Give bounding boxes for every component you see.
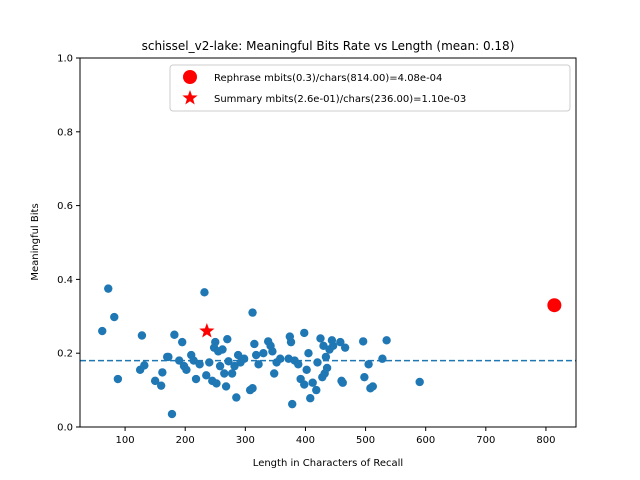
- data-point: [364, 360, 373, 369]
- x-tick-label: 700: [476, 435, 495, 446]
- data-point: [137, 331, 147, 340]
- data-point: [286, 337, 296, 347]
- data-point: [104, 284, 113, 293]
- data-point: [328, 341, 338, 351]
- data-point: [170, 330, 179, 339]
- data-point: [232, 393, 241, 402]
- y-tick-label: 0.6: [57, 201, 73, 212]
- chart-title: schissel_v2-lake: Meaningful Bits Rate v…: [142, 39, 515, 53]
- data-point: [316, 334, 325, 343]
- y-tick-label: 1.0: [57, 54, 73, 65]
- data-point: [212, 379, 221, 388]
- data-point: [230, 361, 239, 371]
- data-point: [223, 334, 232, 344]
- plot-area: [80, 284, 576, 419]
- y-tick-label: 0.8: [57, 127, 73, 138]
- data-point: [251, 350, 261, 360]
- x-tick-label: 500: [356, 435, 375, 446]
- data-point: [215, 361, 225, 371]
- data-point: [319, 341, 328, 351]
- data-point: [140, 361, 149, 370]
- data-point: [182, 365, 191, 375]
- data-point: [113, 374, 123, 384]
- data-point: [248, 308, 257, 317]
- data-point: [313, 358, 322, 367]
- data-point: [302, 365, 311, 375]
- y-axis: 0.0 0.2 0.4 0.6 0.8 1.0: [57, 54, 80, 434]
- x-tick-label: 100: [116, 435, 135, 446]
- summary-point: [199, 323, 215, 338]
- data-point: [164, 352, 173, 362]
- data-point: [167, 409, 177, 419]
- data-point: [259, 349, 268, 358]
- data-point: [221, 382, 231, 391]
- legend-box: [169, 64, 571, 112]
- data-point: [340, 343, 350, 352]
- data-point: [269, 369, 279, 378]
- plot-frame: [79, 57, 577, 428]
- y-tick-label: 0.0: [57, 423, 73, 434]
- data-point: [250, 339, 259, 349]
- data-point: [220, 369, 229, 378]
- data-point: [200, 288, 209, 297]
- data-point: [211, 337, 220, 347]
- data-point: [248, 384, 257, 393]
- data-point: [322, 363, 332, 373]
- data-point: [304, 349, 313, 358]
- data-point: [308, 378, 317, 387]
- data-point: [239, 354, 249, 363]
- x-axis-label: Length in Characters of Recall: [253, 458, 403, 469]
- x-tick-label: 600: [416, 435, 435, 446]
- data-point: [156, 381, 166, 390]
- x-tick-label: 300: [236, 435, 255, 446]
- data-point: [202, 371, 211, 380]
- data-point: [378, 354, 387, 363]
- data-point: [312, 385, 321, 395]
- x-axis: 100 200 300 400 500 600 700 800: [116, 427, 555, 446]
- data-point: [205, 358, 214, 367]
- data-point: [338, 378, 347, 387]
- y-tick-label: 0.4: [57, 275, 73, 286]
- data-point: [218, 345, 227, 354]
- data-point: [300, 328, 309, 338]
- data-point: [158, 368, 167, 377]
- data-point: [175, 356, 184, 365]
- data-point: [150, 376, 160, 386]
- data-point: [233, 350, 243, 360]
- data-point: [336, 337, 345, 347]
- data-point: [224, 357, 233, 366]
- data-point: [360, 372, 369, 382]
- data-point: [268, 347, 277, 356]
- data-point: [227, 369, 237, 378]
- legend-marker-rephrase: [183, 70, 197, 84]
- data-point: [415, 377, 424, 387]
- x-tick-label: 200: [176, 435, 195, 446]
- data-point: [276, 354, 285, 363]
- data-point: [358, 337, 368, 346]
- legend-label: Summary mbits(2.6e-01)/chars(236.00)=1.1…: [214, 94, 466, 105]
- data-point: [195, 360, 204, 369]
- legend: Rephrase mbits(0.3)/chars(814.00)=4.08e-…: [169, 64, 571, 112]
- data-point: [189, 356, 198, 365]
- data-point: [288, 399, 297, 409]
- data-point: [368, 382, 377, 391]
- x-tick-label: 400: [296, 435, 315, 446]
- data-point: [178, 337, 187, 347]
- x-tick-label: 800: [536, 435, 555, 446]
- data-point: [191, 374, 201, 384]
- data-point: [306, 394, 315, 403]
- data-point: [300, 380, 309, 389]
- data-point: [294, 360, 303, 369]
- data-point: [98, 326, 107, 336]
- rephrase-point: [547, 298, 562, 313]
- legend-label: Rephrase mbits(0.3)/chars(814.00)=4.08e-…: [214, 73, 442, 84]
- data-point: [254, 360, 263, 369]
- data-point: [110, 312, 119, 322]
- data-point: [382, 336, 391, 345]
- y-tick-label: 0.2: [57, 349, 73, 360]
- legend-marker-summary: [182, 90, 198, 105]
- y-axis-label: Meaningful Bits: [30, 203, 41, 280]
- data-point: [321, 352, 331, 362]
